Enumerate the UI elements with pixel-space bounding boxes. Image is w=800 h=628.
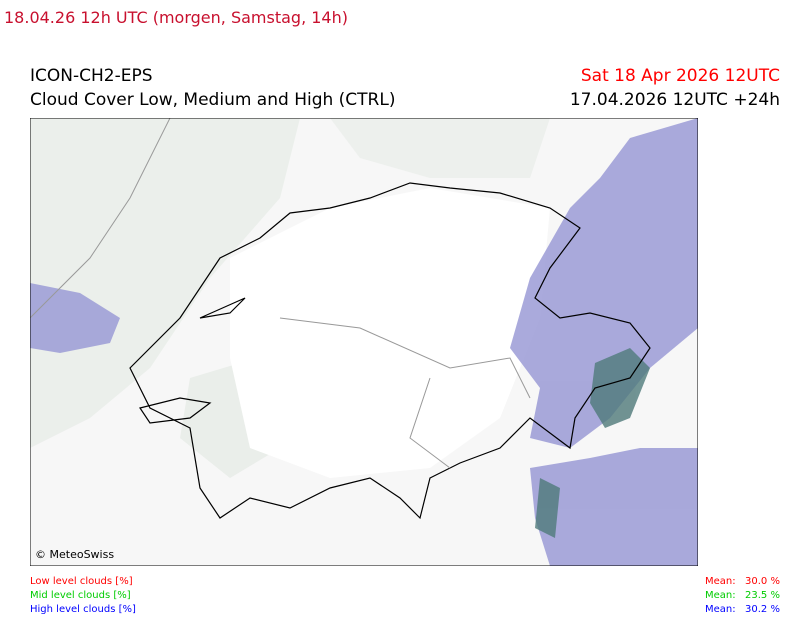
mean-label: Mean: xyxy=(705,590,736,601)
mean-value: 30.2 % xyxy=(745,604,780,615)
credit: © MeteoSwiss xyxy=(35,548,115,561)
legend-label: High level clouds [%] xyxy=(30,604,136,615)
mean-value: 23.5 % xyxy=(745,590,780,601)
legend-label: Low level clouds [%] xyxy=(30,576,133,587)
map xyxy=(30,118,698,566)
clear-area xyxy=(230,188,550,478)
mean-value: 30.0 % xyxy=(745,576,780,587)
high-cloud xyxy=(30,118,698,566)
legend-label: Mid level clouds [%] xyxy=(30,590,131,601)
valid-time: Sat 18 Apr 2026 12UTC xyxy=(580,66,780,86)
borders xyxy=(129,182,651,520)
regions xyxy=(30,118,531,469)
mid-low-cloud xyxy=(535,348,650,538)
mean-label: Mean: xyxy=(705,576,736,587)
model-title: ICON-CH2-EPS xyxy=(30,66,153,86)
run-label: 18.04.26 12h UTC (morgen, Samstag, 14h) xyxy=(4,8,348,27)
product-title: Cloud Cover Low, Medium and High (CTRL) xyxy=(30,90,396,110)
mean-label: Mean: xyxy=(705,604,736,615)
run-time: 17.04.2026 12UTC +24h xyxy=(569,90,780,110)
